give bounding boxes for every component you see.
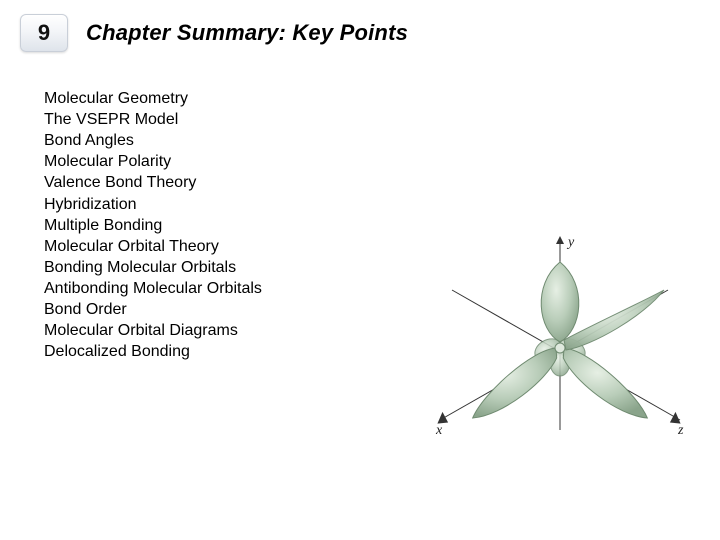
list-item: Molecular Geometry: [44, 88, 262, 109]
chapter-number: 9: [38, 20, 50, 46]
axis-label-y: y: [566, 235, 575, 250]
list-item: Molecular Orbital Diagrams: [44, 320, 262, 341]
list-item: Antibonding Molecular Orbitals: [44, 278, 262, 299]
axis-label-x: x: [435, 423, 443, 438]
slide: 9 Chapter Summary: Key Points Molecular …: [0, 0, 720, 540]
list-item: Hybridization: [44, 194, 262, 215]
axis-label-z: z: [677, 423, 684, 438]
list-item: Molecular Polarity: [44, 151, 262, 172]
orbital-diagram: y x z: [420, 230, 700, 450]
orbital-svg-icon: y x z: [420, 230, 700, 450]
list-item: The VSEPR Model: [44, 109, 262, 130]
list-item: Delocalized Bonding: [44, 341, 262, 362]
list-item: Bond Order: [44, 299, 262, 320]
list-item: Bond Angles: [44, 130, 262, 151]
chapter-number-badge: 9: [20, 14, 68, 52]
list-item: Multiple Bonding: [44, 215, 262, 236]
list-item: Bonding Molecular Orbitals: [44, 257, 262, 278]
topic-list: Molecular Geometry The VSEPR Model Bond …: [44, 88, 262, 362]
list-item: Valence Bond Theory: [44, 172, 262, 193]
list-item: Molecular Orbital Theory: [44, 236, 262, 257]
slide-title: Chapter Summary: Key Points: [86, 20, 408, 46]
